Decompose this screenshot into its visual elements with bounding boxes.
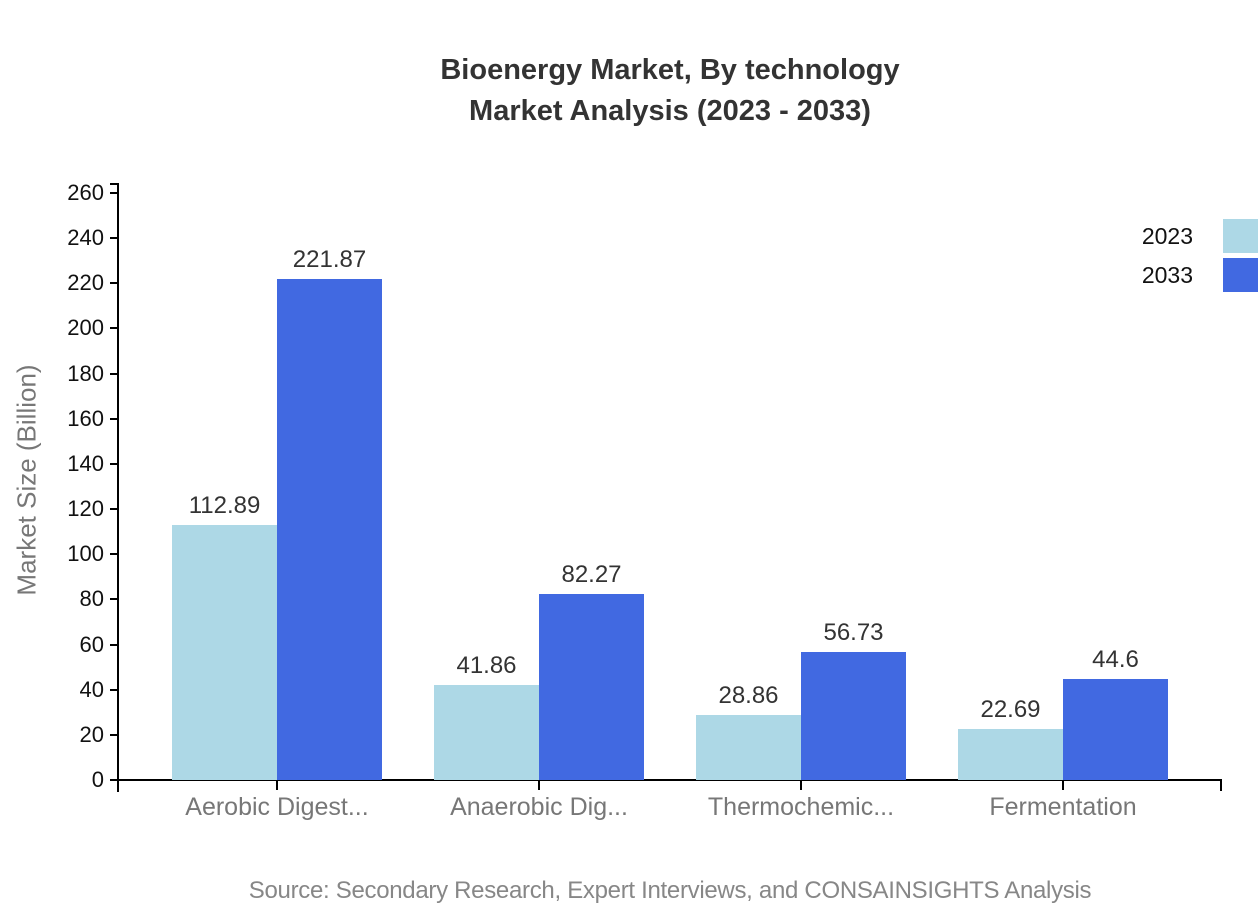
y-tick-label: 100 [67, 541, 104, 567]
legend-label: 2023 [1141, 222, 1193, 249]
legend-swatch [1223, 258, 1258, 292]
y-tick [110, 327, 118, 330]
bar-value-label: 221.87 [292, 246, 367, 274]
source-note: Source: Secondary Research, Expert Inter… [248, 877, 1092, 904]
legend-label: 2033 [1141, 261, 1193, 288]
y-tick [110, 553, 118, 556]
y-tick-label: 200 [67, 315, 104, 341]
bar-2033-3 [1063, 679, 1168, 780]
y-tick-label: 140 [67, 450, 104, 476]
y-tick-label: 160 [67, 405, 104, 431]
y-tick [110, 598, 118, 601]
x-category-label: Aerobic Digest... [185, 793, 369, 821]
y-tick [110, 192, 118, 194]
chart-subtitle: Market Analysis (2023 - 2033) [469, 95, 871, 127]
y-tick-label: 260 [67, 180, 104, 205]
x-tick [1062, 780, 1064, 790]
y-tick [110, 462, 118, 465]
x-category-label: Thermochemic... [707, 793, 895, 821]
y-tick [110, 688, 118, 691]
y-tick-label: 220 [67, 270, 104, 296]
x-axis-line [110, 779, 1222, 781]
x-axis-end-cap [1220, 779, 1222, 791]
y-tick-label: 60 [79, 631, 104, 657]
y-tick-label: 240 [67, 225, 104, 251]
x-category-label: Anaerobic Dig... [450, 793, 628, 821]
y-tick [110, 508, 118, 511]
legend-swatch [1223, 219, 1258, 253]
y-tick [110, 237, 118, 240]
y-tick-label: 0 [91, 767, 104, 792]
bar-2023-0 [172, 525, 277, 780]
bar-2023-3 [958, 728, 1063, 780]
chart-title-block: Bioenergy Market, By technology Market A… [118, 50, 1222, 132]
x-category-label: Fermentation [989, 793, 1137, 821]
bar-2023-2 [696, 714, 801, 780]
bar-value-label: 28.86 [718, 681, 779, 709]
bar-value-label: 22.69 [980, 695, 1041, 723]
y-axis-top-cap [110, 183, 119, 185]
y-tick [110, 282, 118, 285]
y-tick [110, 643, 118, 646]
y-axis-line [117, 183, 119, 792]
y-tick [110, 372, 118, 375]
bar-value-label: 56.73 [823, 618, 884, 646]
x-tick [800, 780, 802, 790]
bar-value-label: 82.27 [561, 561, 622, 589]
bar-2023-1 [434, 685, 539, 780]
y-tick [110, 779, 118, 781]
x-tick [276, 780, 278, 790]
y-tick-label: 180 [67, 360, 104, 386]
legend-item-2033: 2033 [1142, 258, 1258, 292]
bar-value-label: 41.86 [456, 652, 517, 680]
y-tick-label: 40 [79, 676, 104, 702]
bar-2033-2 [801, 651, 906, 780]
y-tick [110, 733, 118, 736]
x-tick [538, 780, 540, 790]
legend-item-2023: 2023 [1142, 219, 1258, 253]
y-tick-label: 20 [79, 721, 104, 747]
legend: 2023 2033 [1142, 219, 1258, 292]
bar-2033-0 [277, 279, 382, 780]
bar-2033-1 [539, 594, 644, 780]
y-tick [110, 417, 118, 420]
y-tick-label: 120 [67, 496, 104, 522]
bar-value-label: 112.89 [188, 492, 261, 520]
chart-title: Bioenergy Market, By technology [440, 54, 900, 86]
bar-value-label: 44.6 [1092, 646, 1139, 674]
y-tick-label: 80 [79, 586, 104, 612]
